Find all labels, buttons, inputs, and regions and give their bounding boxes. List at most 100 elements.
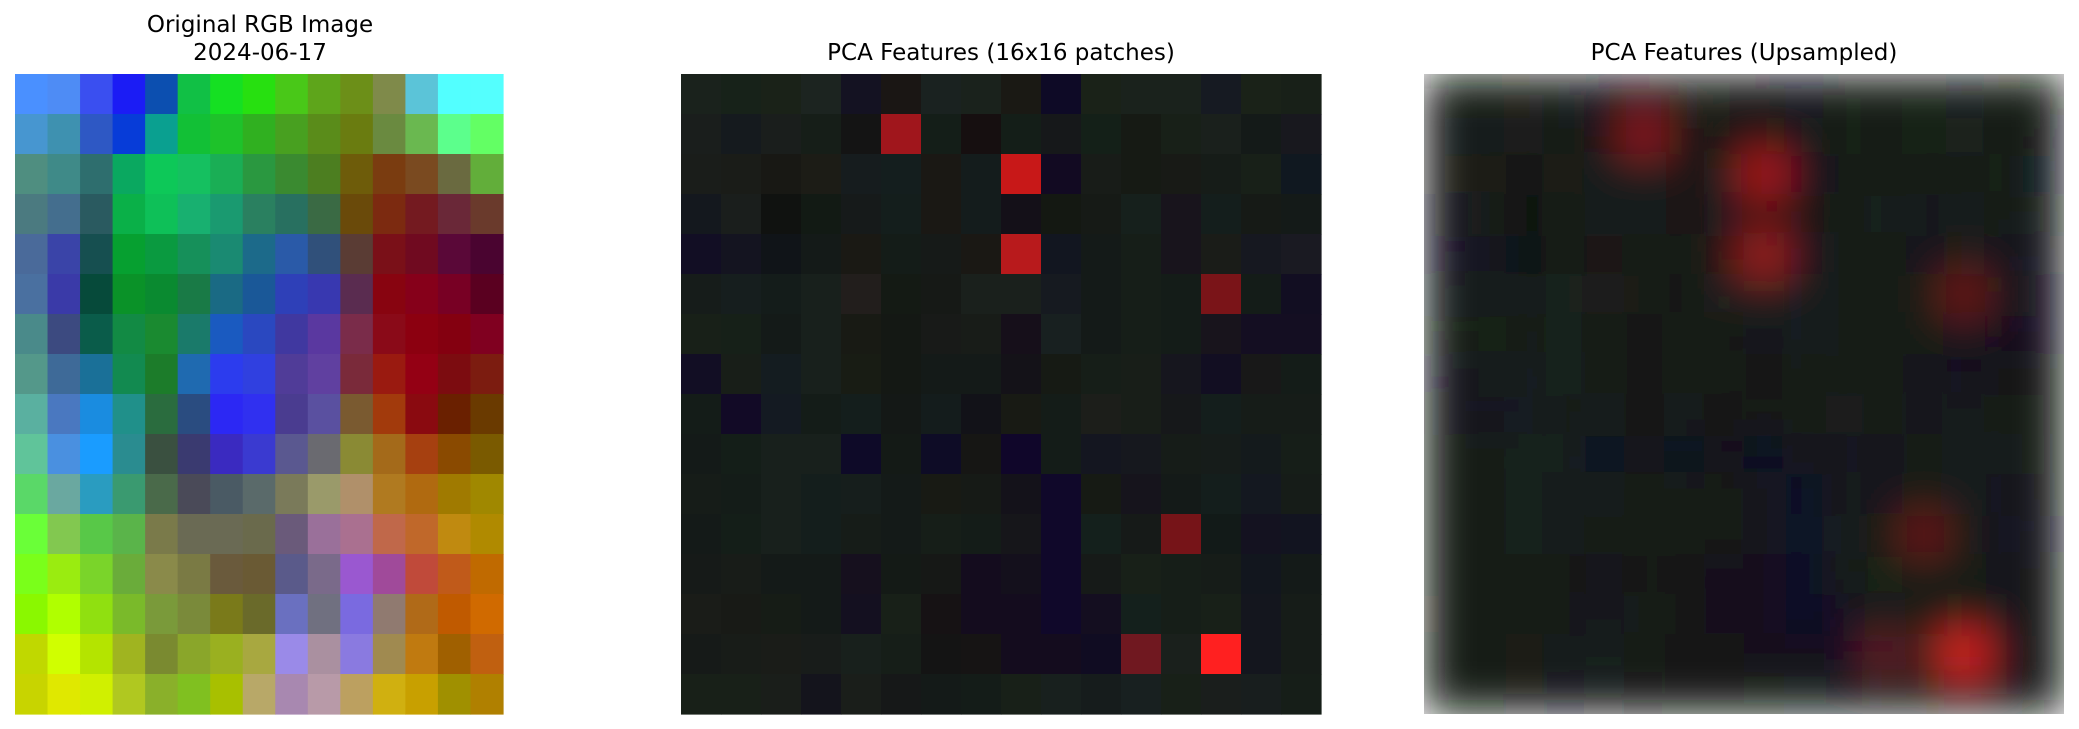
pca-cell-14-11 — [1121, 634, 1162, 675]
rgb-cell-4-10 — [340, 234, 374, 275]
rgb-cell-9-1 — [47, 434, 81, 475]
rgb-cell-6-9 — [307, 314, 341, 355]
pca-up-cell-11-13 — [1944, 514, 1985, 555]
pca-up-cell-7-10 — [1824, 354, 1865, 395]
rgb-cell-15-2 — [80, 674, 114, 715]
pca-cell-3-13 — [1201, 194, 1242, 235]
pca-cell-13-7 — [961, 594, 1002, 635]
rgb-cell-1-11 — [372, 114, 406, 155]
pca-up-cell-12-3 — [1544, 554, 1585, 595]
pca-up-cell-5-3 — [1544, 274, 1585, 315]
pca-up-cell-0-7 — [1704, 74, 1745, 115]
rgb-cell-5-9 — [307, 274, 341, 315]
pca-cell-1-7 — [961, 114, 1002, 155]
pca-cell-1-6 — [921, 114, 962, 155]
pca-cell-14-6 — [921, 634, 962, 675]
pca-cell-7-6 — [921, 354, 962, 395]
pca-up-cell-10-8 — [1744, 474, 1785, 515]
pca-cell-6-9 — [1041, 314, 1082, 355]
rgb-cell-5-1 — [47, 274, 81, 315]
pca-up-cell-6-2 — [1504, 314, 1545, 355]
rgb-cell-7-5 — [177, 354, 211, 395]
pca-cell-8-12 — [1161, 394, 1202, 435]
rgb-cell-13-2 — [80, 594, 114, 635]
pca-cell-6-11 — [1121, 314, 1162, 355]
pca-up-cell-0-0 — [1424, 74, 1465, 115]
pca-up-cell-2-12 — [1904, 154, 1945, 195]
pca-up-cell-14-11 — [1864, 634, 1905, 675]
pca-cell-9-12 — [1161, 434, 1202, 475]
pca-cell-13-5 — [881, 594, 922, 635]
rgb-cell-14-12 — [405, 634, 439, 675]
pca-cell-9-1 — [721, 434, 762, 475]
rgb-cell-3-4 — [145, 194, 179, 235]
pca-cell-12-8 — [1001, 554, 1042, 595]
pca-up-cell-7-3 — [1544, 354, 1585, 395]
rgb-cell-7-2 — [80, 354, 114, 395]
pca-cell-3-6 — [921, 194, 962, 235]
pca-cell-10-9 — [1041, 474, 1082, 515]
pca-cell-6-7 — [961, 314, 1002, 355]
pca-cell-11-11 — [1121, 514, 1162, 555]
rgb-cell-5-8 — [275, 274, 309, 315]
rgb-cell-2-2 — [80, 154, 114, 195]
pca-cell-14-14 — [1241, 634, 1282, 675]
rgb-cell-0-11 — [372, 74, 406, 115]
rgb-cell-7-1 — [47, 354, 81, 395]
rgb-cell-11-2 — [80, 514, 114, 555]
pca-up-cell-7-13 — [1944, 354, 1985, 395]
pca-cell-3-11 — [1121, 194, 1162, 235]
pca-up-cell-4-10 — [1824, 234, 1865, 275]
rgb-cell-4-8 — [275, 234, 309, 275]
pca-up-cell-11-15 — [2024, 514, 2064, 555]
pca-cell-2-13 — [1201, 154, 1242, 195]
pca-cell-6-1 — [721, 314, 762, 355]
pca-cell-14-12 — [1161, 634, 1202, 675]
pca-up-cell-5-12 — [1904, 274, 1945, 315]
pca-cell-7-3 — [801, 354, 842, 395]
rgb-cell-8-2 — [80, 394, 114, 435]
panel3-title: PCA Features (Upsampled) — [1590, 40, 1898, 66]
rgb-cell-6-4 — [145, 314, 179, 355]
pca-up-cell-0-4 — [1584, 74, 1625, 115]
pca-up-cell-10-11 — [1864, 474, 1905, 515]
pca-up-cell-8-6 — [1664, 394, 1705, 435]
panel2-title: PCA Features (16x16 patches) — [827, 40, 1175, 66]
pca-cell-0-1 — [721, 74, 762, 115]
rgb-cell-7-0 — [15, 354, 49, 395]
rgb-cell-11-5 — [177, 514, 211, 555]
pca-up-cell-11-4 — [1584, 514, 1625, 555]
pca-cell-4-8 — [1001, 234, 1042, 275]
pca-cell-2-8 — [1001, 154, 1042, 195]
pca-cell-14-1 — [721, 634, 762, 675]
rgb-cell-13-11 — [372, 594, 406, 635]
rgb-cell-5-12 — [405, 274, 439, 315]
pca-cell-3-10 — [1081, 194, 1122, 235]
rgb-cell-15-11 — [372, 674, 406, 715]
pca-up-cell-8-11 — [1864, 394, 1905, 435]
rgb-cell-11-4 — [145, 514, 179, 555]
pca-up-cell-15-8 — [1744, 674, 1785, 714]
pca-cell-2-12 — [1161, 154, 1202, 195]
rgb-cell-12-2 — [80, 554, 114, 595]
pca-cell-13-13 — [1201, 594, 1242, 635]
rgb-cell-5-3 — [112, 274, 146, 315]
pca-up-cell-14-4 — [1584, 634, 1625, 675]
pca-up-cell-13-4 — [1584, 594, 1625, 635]
pca-up-cell-8-7 — [1704, 394, 1745, 435]
pca-cell-15-14 — [1241, 674, 1282, 715]
rgb-cell-10-4 — [145, 474, 179, 515]
pca-cell-11-0 — [681, 514, 722, 555]
pca-cell-14-7 — [961, 634, 1002, 675]
pca-up-cell-11-10 — [1824, 514, 1865, 555]
pca-cell-0-15 — [1281, 74, 1322, 115]
pca-cell-5-5 — [881, 274, 922, 315]
rgb-cell-10-0 — [15, 474, 49, 515]
pca-cell-13-2 — [761, 594, 802, 635]
rgb-cell-13-7 — [242, 594, 276, 635]
pca-cell-7-14 — [1241, 354, 1282, 395]
pca-up-cell-1-8 — [1744, 114, 1785, 155]
pca-cell-13-1 — [721, 594, 762, 635]
pca-up-cell-6-3 — [1544, 314, 1585, 355]
pca-cell-4-10 — [1081, 234, 1122, 275]
